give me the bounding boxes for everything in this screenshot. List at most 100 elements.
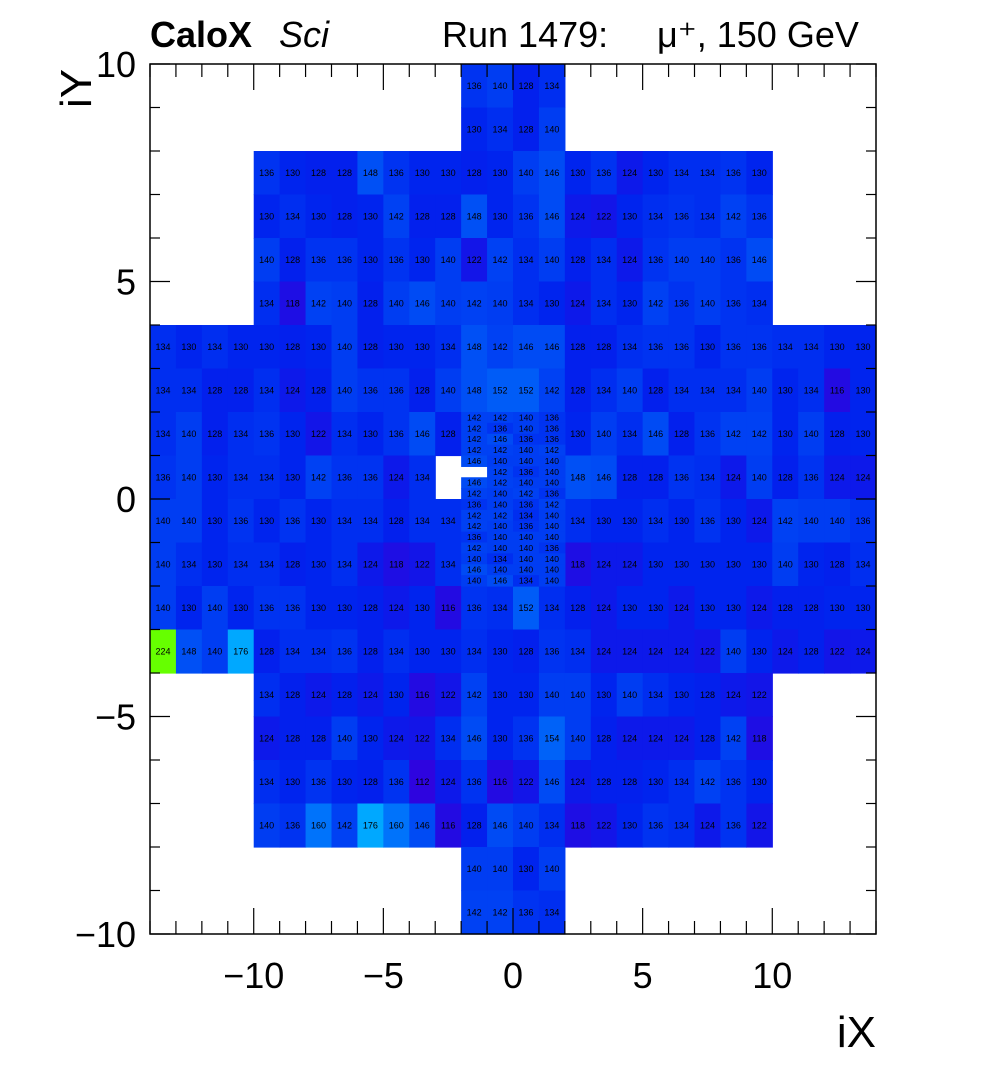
heatmap-cell-label: 142 (544, 385, 559, 395)
heatmap-cell-label: 146 (544, 777, 559, 787)
heatmap-cell-label: 128 (778, 472, 793, 482)
heatmap-cell (513, 760, 540, 805)
heatmap-cell (616, 281, 644, 326)
heatmap-cell-label: 148 (363, 168, 378, 178)
heatmap-cell-label: 136 (233, 516, 248, 526)
heatmap-fine-cell-label: 142 (545, 445, 559, 455)
heatmap-cell (331, 455, 359, 500)
heatmap-cell (668, 542, 696, 587)
heatmap-cell-label: 134 (674, 168, 689, 178)
heatmap-cell-label: 136 (389, 385, 404, 395)
heatmap-cell-label: 130 (622, 211, 637, 221)
heatmap-cell (383, 673, 410, 718)
heatmap-cell-label: 118 (571, 820, 585, 830)
heatmap-cell (305, 368, 333, 413)
heatmap-cell (720, 673, 747, 718)
heatmap-cell (357, 325, 384, 370)
y-tick-label: 5 (116, 262, 136, 303)
heatmap-cell (642, 281, 670, 326)
heatmap-cell-label: 130 (207, 559, 222, 569)
heatmap-cell-label: 152 (518, 385, 533, 395)
heatmap-cell-label: 130 (622, 298, 637, 308)
heatmap-cell (694, 542, 722, 587)
heatmap-cell-label: 136 (518, 733, 533, 743)
heatmap-cell (590, 455, 618, 500)
heatmap-cell (357, 238, 384, 283)
heatmap-cell (538, 325, 566, 370)
heatmap-cell-label: 128 (441, 211, 456, 221)
heatmap-cell (227, 499, 255, 544)
heatmap-cell-label: 124 (726, 472, 741, 482)
heatmap-cell (616, 455, 644, 500)
heatmap-cell-label: 130 (856, 429, 871, 439)
heatmap-cell-label: 136 (389, 429, 404, 439)
heatmap-cell-label: 128 (570, 603, 585, 613)
heatmap-cell-label: 128 (441, 429, 456, 439)
heatmap-cell (513, 64, 540, 109)
heatmap-cell (409, 716, 436, 761)
heatmap-cell-label: 128 (285, 690, 300, 700)
heatmap-cell-label: 146 (596, 472, 611, 482)
heatmap-cell (668, 412, 696, 457)
heatmap-cell-label: 134 (181, 385, 196, 395)
heatmap-cell (279, 542, 307, 587)
heatmap-cell (175, 586, 203, 631)
heatmap-cell (383, 325, 410, 370)
heatmap-cell-label: 134 (285, 211, 300, 221)
heatmap-cell-label: 124 (259, 733, 274, 743)
heatmap-cell (616, 673, 644, 718)
heatmap-cell (461, 194, 488, 239)
heatmap-cell (331, 499, 359, 544)
heatmap-cell (616, 716, 644, 761)
heatmap-cell-label: 130 (830, 342, 845, 352)
heatmap-cell-label: 128 (285, 733, 300, 743)
heatmap-cell-label: 124 (674, 603, 689, 613)
heatmap-fine-cell (513, 542, 540, 554)
heatmap-cell (538, 238, 566, 283)
heatmap-cell-label: 124 (856, 472, 871, 482)
heatmap-fine-cell-label: 140 (545, 510, 559, 520)
heatmap-cell-label: 140 (544, 124, 559, 134)
heatmap-cell-label: 134 (596, 255, 611, 265)
heatmap-cell-label: 124 (363, 690, 378, 700)
heatmap-cell-label: 128 (622, 777, 637, 787)
heatmap-cell-label: 130 (804, 559, 819, 569)
heatmap-cell-label: 134 (804, 385, 819, 395)
chart-title-bold: CaloX (150, 14, 253, 55)
heatmap-fine-cell-label: 140 (467, 576, 481, 586)
heatmap-cell-label: 116 (441, 603, 455, 613)
heatmap-cell-label: 130 (311, 559, 326, 569)
heatmap-cell-label: 136 (856, 516, 871, 526)
heatmap-cell-label: 146 (544, 168, 559, 178)
heatmap-fine-cell-label: 146 (467, 456, 481, 466)
heatmap-cell-label: 124 (674, 733, 689, 743)
heatmap-cell (331, 673, 359, 718)
heatmap-cell (824, 586, 851, 631)
heatmap-cell (513, 847, 540, 892)
heatmap-cell (538, 716, 566, 761)
heatmap-cell (409, 586, 436, 631)
heatmap-cell (616, 151, 644, 196)
heatmap-cell (668, 368, 696, 413)
heatmap-fine-cell-label: 134 (519, 576, 533, 586)
heatmap-cell-label: 134 (856, 559, 871, 569)
heatmap-cell (564, 586, 592, 631)
heatmap-cell (798, 368, 825, 413)
heatmap-cell-label: 142 (726, 733, 741, 743)
heatmap-cell-label: 136 (467, 81, 482, 91)
heatmap-fine-cell-label: 140 (545, 532, 559, 542)
heatmap-cell (331, 368, 359, 413)
heatmap-fine-cell (538, 444, 566, 457)
heatmap-cell (564, 368, 592, 413)
heatmap-cell-label: 130 (389, 342, 404, 352)
heatmap-cell-label: 134 (285, 646, 300, 656)
heatmap-cell-label: 130 (415, 342, 430, 352)
heatmap-cell-label: 130 (778, 429, 793, 439)
heatmap-cell-label: 128 (804, 646, 819, 656)
heatmap-cell-label: 142 (752, 429, 767, 439)
heatmap-cell (798, 499, 825, 544)
heatmap-cell-label: 140 (441, 255, 456, 265)
heatmap-fine-cell (487, 499, 514, 511)
heatmap-cell (409, 281, 436, 326)
heatmap-cell-label: 136 (389, 777, 404, 787)
